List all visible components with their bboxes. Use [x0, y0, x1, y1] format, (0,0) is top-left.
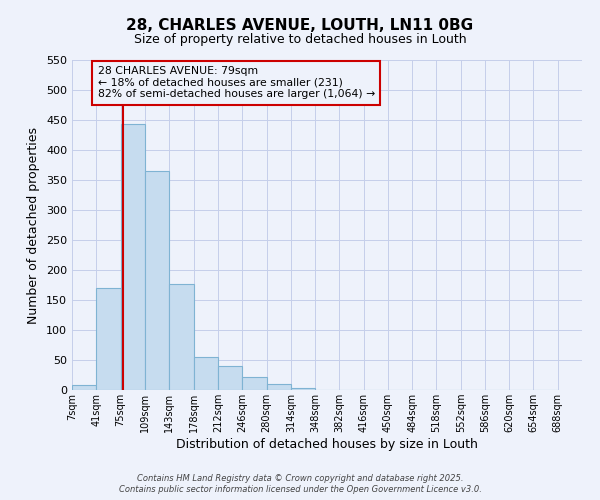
Bar [218, 366, 242, 390]
Bar [242, 377, 267, 390]
Text: Size of property relative to detached houses in Louth: Size of property relative to detached ho… [134, 32, 466, 46]
Y-axis label: Number of detached properties: Number of detached properties [28, 126, 40, 324]
Bar [194, 357, 218, 390]
Text: 28 CHARLES AVENUE: 79sqm
← 18% of detached houses are smaller (231)
82% of semi-: 28 CHARLES AVENUE: 79sqm ← 18% of detach… [98, 66, 375, 99]
Bar [96, 288, 121, 390]
X-axis label: Distribution of detached houses by size in Louth: Distribution of detached houses by size … [176, 438, 478, 451]
Bar [72, 385, 96, 390]
Bar [291, 388, 315, 390]
Text: Contains HM Land Registry data © Crown copyright and database right 2025.
Contai: Contains HM Land Registry data © Crown c… [119, 474, 481, 494]
Bar [169, 284, 194, 390]
Bar [267, 384, 291, 390]
Bar [145, 171, 169, 390]
Bar [121, 124, 145, 390]
Text: 28, CHARLES AVENUE, LOUTH, LN11 0BG: 28, CHARLES AVENUE, LOUTH, LN11 0BG [127, 18, 473, 32]
